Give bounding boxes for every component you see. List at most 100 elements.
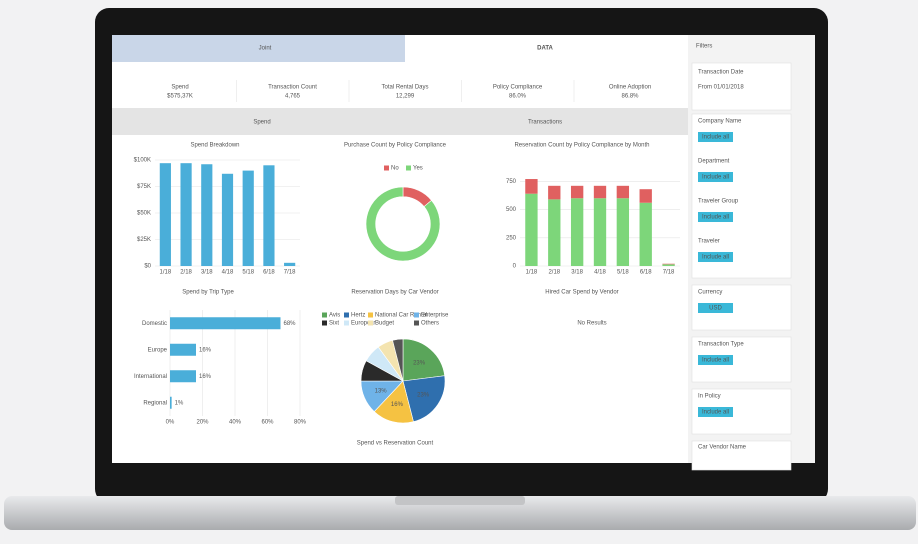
bar xyxy=(180,163,192,266)
tab[interactable]: DATA xyxy=(537,46,553,52)
legend-swatch xyxy=(344,320,349,326)
filter-button[interactable] xyxy=(698,252,733,262)
bar-segment xyxy=(548,199,561,266)
y-tick-label: $100K xyxy=(134,158,151,164)
kpi-value: $575,37K xyxy=(167,94,193,100)
filter-label: Traveler Group xyxy=(698,199,739,205)
filter-input[interactable]: From 01/01/2018 xyxy=(698,85,744,91)
y-tick-label: $0 xyxy=(144,264,151,270)
y-tick-label: $75K xyxy=(137,184,151,190)
x-tick-label: 60% xyxy=(261,420,274,426)
chart-title: Spend by Trip Type xyxy=(182,290,234,296)
data-label: 23% xyxy=(413,360,426,366)
legend-swatch xyxy=(368,320,373,326)
x-tick-label: 6/18 xyxy=(640,270,652,276)
bar-segment xyxy=(593,185,607,199)
x-tick-label: 2/18 xyxy=(548,270,560,276)
legend-label: Europcar xyxy=(351,321,375,327)
filter-button-label[interactable]: Include all xyxy=(702,135,729,141)
tab-active[interactable] xyxy=(112,35,405,62)
legend-label: Hertz xyxy=(351,313,365,319)
bar xyxy=(263,165,275,266)
filter-button[interactable] xyxy=(698,212,733,222)
data-label: 68% xyxy=(284,321,297,327)
filter-button[interactable] xyxy=(698,303,733,313)
filter-label: Transaction Type xyxy=(698,342,744,348)
kpi-value: 86.0% xyxy=(509,94,527,100)
data-label: 16% xyxy=(199,374,212,380)
filter-button-label[interactable]: Include all xyxy=(702,358,729,364)
laptop-base xyxy=(4,496,916,530)
bar-segment xyxy=(570,185,584,199)
kpi-value: 12,299 xyxy=(396,94,415,100)
x-tick-label: 1/18 xyxy=(160,270,172,276)
bar xyxy=(159,163,171,266)
kpi-value: 4,765 xyxy=(285,94,301,100)
filter-button[interactable] xyxy=(698,355,733,365)
legend-swatch xyxy=(414,312,419,318)
bar xyxy=(221,173,234,266)
kpi-label: Online Adoption xyxy=(609,85,651,91)
slice xyxy=(402,338,446,382)
x-tick-label: 3/18 xyxy=(571,270,583,276)
bar-segment xyxy=(570,198,584,266)
filter-button[interactable] xyxy=(698,132,733,142)
filter-button-label[interactable]: Include all xyxy=(702,175,729,181)
chart-title: Reservation Days by Car Vendor xyxy=(351,290,438,296)
kpi-label: Transaction Count xyxy=(268,85,317,91)
x-tick-label: 5/18 xyxy=(617,270,629,276)
x-tick-label: 5/18 xyxy=(242,270,254,276)
bar-segment xyxy=(593,198,607,266)
filter-button[interactable] xyxy=(698,407,733,417)
chart-title: Purchase Count by Policy Compliance xyxy=(344,143,447,149)
data-label: 16% xyxy=(391,402,404,408)
section-tab[interactable]: Spend xyxy=(253,120,270,126)
legend-label: Sixt xyxy=(329,321,339,327)
kpi-value: 86.8% xyxy=(621,94,639,100)
filter-button-label[interactable]: USD xyxy=(709,306,722,312)
filter-label: Traveler xyxy=(698,239,720,245)
kpi-label: Policy Compliance xyxy=(493,85,543,91)
legend-swatch xyxy=(322,312,327,318)
x-tick-label: 7/18 xyxy=(284,270,296,276)
x-tick-label: 6/18 xyxy=(263,270,275,276)
bar-segment xyxy=(548,185,561,200)
bar-segment xyxy=(662,264,675,266)
filter-button[interactable] xyxy=(698,172,733,182)
bar xyxy=(201,164,213,266)
chart-title: Spend Breakdown xyxy=(190,143,239,149)
filter-button-label[interactable]: Include all xyxy=(702,215,729,221)
y-tick-label: Europe xyxy=(148,347,168,353)
filter-button-label[interactable]: Include all xyxy=(702,255,729,261)
y-tick-label: 500 xyxy=(506,207,517,213)
y-tick-label: Domestic xyxy=(142,321,167,327)
legend-swatch xyxy=(414,320,419,326)
y-tick-label: 0 xyxy=(513,264,517,270)
tab[interactable]: Joint xyxy=(259,46,272,52)
chart-title: Hired Car Spend by Vendor xyxy=(545,290,618,296)
slice xyxy=(365,186,441,262)
bar-segment xyxy=(525,193,538,266)
empty-message: No Results xyxy=(577,321,606,327)
laptop-notch xyxy=(395,496,525,505)
bar xyxy=(170,370,196,383)
section-tab[interactable]: Transactions xyxy=(528,120,562,126)
filter-button-label[interactable]: Include all xyxy=(702,410,729,416)
legend-swatch xyxy=(406,165,411,171)
legend-label: Avis xyxy=(329,313,340,319)
bar-segment xyxy=(639,202,652,266)
x-tick-label: 0% xyxy=(166,420,175,426)
kpi-label: Total Rental Days xyxy=(381,85,428,91)
bar-segment xyxy=(616,198,630,266)
section-bar xyxy=(112,108,688,135)
x-tick-label: 3/18 xyxy=(201,270,213,276)
y-tick-label: $25K xyxy=(137,237,151,243)
bar-segment xyxy=(662,263,675,265)
bar-segment xyxy=(639,189,652,203)
kpi-label: Spend xyxy=(171,85,188,91)
x-tick-label: 4/18 xyxy=(594,270,606,276)
slice xyxy=(402,375,446,423)
bar xyxy=(170,343,196,356)
y-tick-label: 250 xyxy=(506,235,517,241)
